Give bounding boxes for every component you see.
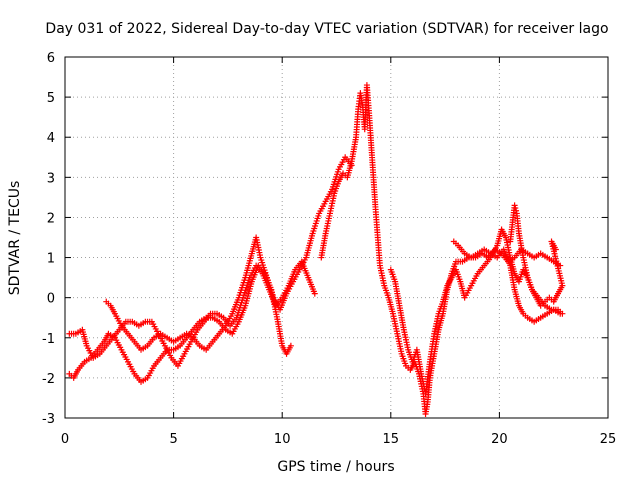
series-track-c xyxy=(103,154,355,353)
x-tick-label: 25 xyxy=(600,432,617,447)
data-point xyxy=(311,290,318,297)
axis-ticks xyxy=(64,56,609,419)
y-tick-labels: -3 -2 -1 0 1 2 3 4 5 6 xyxy=(42,51,55,427)
data-point xyxy=(552,246,559,253)
data-point xyxy=(511,202,518,209)
plot-frame xyxy=(64,56,609,419)
y-tick-label: 3 xyxy=(47,171,55,186)
x-tick-labels: 0 5 10 15 20 25 xyxy=(61,432,616,447)
y-tick-label: 6 xyxy=(47,51,55,66)
y-tick-label: -2 xyxy=(42,372,55,387)
series-track-f xyxy=(450,238,564,325)
y-tick-label: -3 xyxy=(42,412,55,427)
x-tick-label: 20 xyxy=(491,432,508,447)
x-tick-label: 15 xyxy=(383,432,400,447)
y-tick-label: 2 xyxy=(47,211,55,226)
x-axis-label: GPS time / hours xyxy=(277,459,394,475)
y-tick-label: 0 xyxy=(47,292,55,307)
y-tick-label: 1 xyxy=(47,252,55,267)
data-point xyxy=(512,205,519,212)
x-tick-label: 0 xyxy=(61,432,69,447)
data-point xyxy=(287,342,294,349)
y-tick-label: -1 xyxy=(42,332,55,347)
data-point xyxy=(513,207,520,214)
x-tick-label: 5 xyxy=(169,432,177,447)
chart-title: Day 031 of 2022, Sidereal Day-to-day VTE… xyxy=(45,21,608,37)
y-axis-label: SDTVAR / TECUs xyxy=(7,181,23,296)
y-tick-label: 4 xyxy=(47,131,55,146)
x-tick-label: 10 xyxy=(274,432,291,447)
data-point xyxy=(557,310,564,317)
y-tick-label: 5 xyxy=(47,91,55,106)
data-points xyxy=(66,82,566,417)
series-track-g xyxy=(507,202,566,309)
